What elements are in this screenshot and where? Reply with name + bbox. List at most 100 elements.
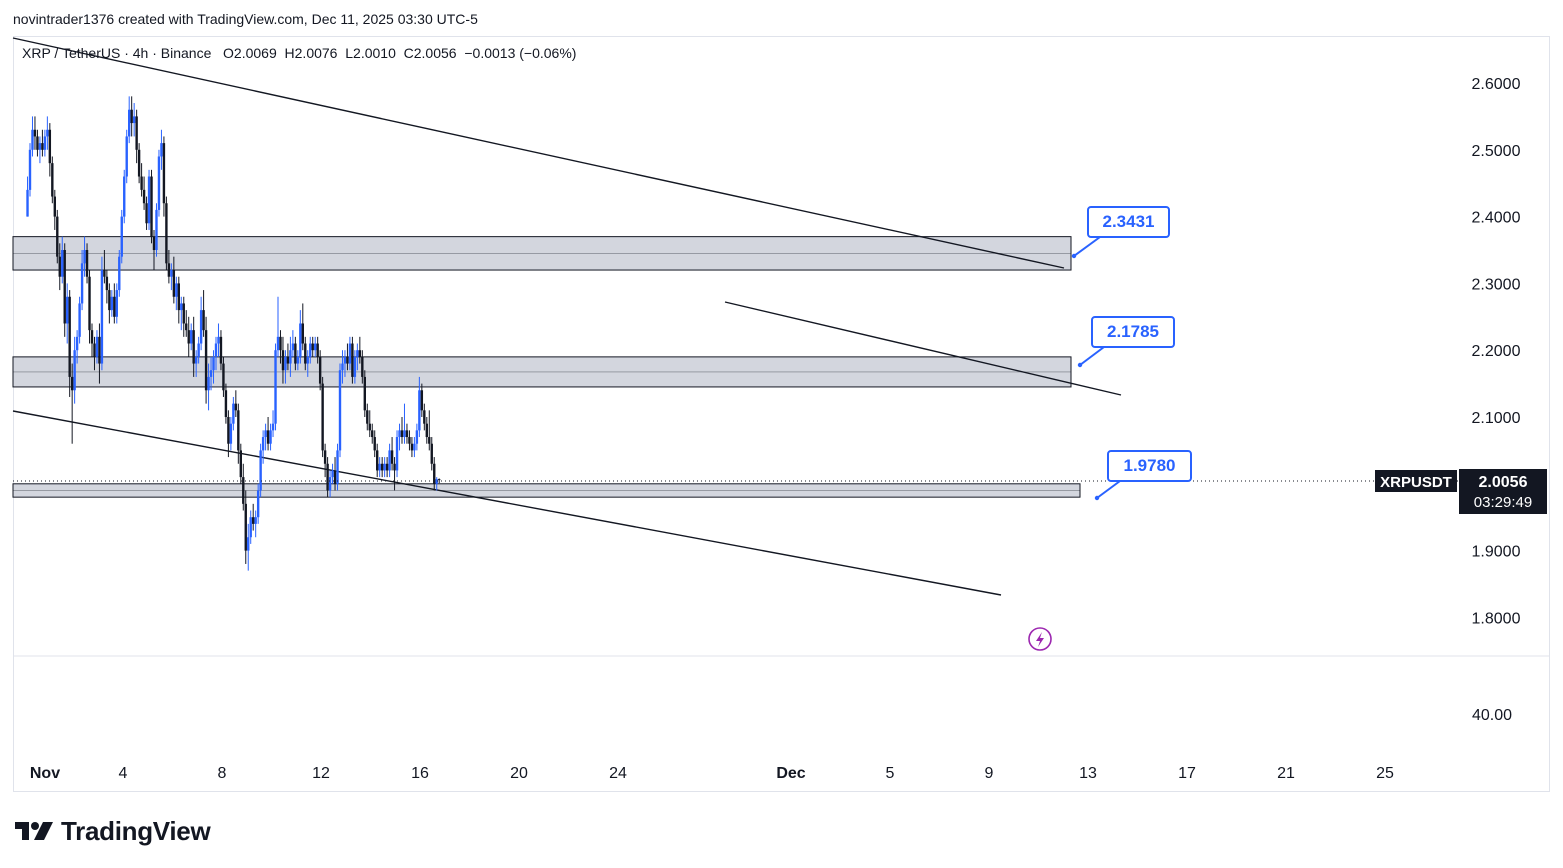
candle-body (256, 490, 260, 518)
candle-body (405, 430, 409, 438)
candle-body (291, 343, 295, 351)
candle (182, 296, 185, 337)
trendline-inner-resistance[interactable] (724, 301, 1122, 396)
candle-body (66, 296, 69, 324)
callout-label: 1.9780 (1124, 456, 1176, 475)
candle-body (428, 437, 431, 444)
candle (331, 463, 334, 484)
chart-frame (13, 36, 1550, 792)
candles (26, 96, 441, 571)
candle (170, 263, 173, 291)
candle (132, 103, 136, 137)
candle (123, 169, 126, 224)
candle-body (311, 343, 314, 351)
candle-body (95, 336, 99, 357)
candle-body (232, 403, 235, 424)
candle-body (170, 270, 173, 277)
price-tick: 2.6000 (1472, 76, 1521, 93)
candle (348, 336, 352, 371)
candle (115, 283, 118, 324)
candle (430, 437, 433, 471)
candle (405, 423, 409, 444)
candle-body (135, 116, 138, 150)
candle (80, 250, 84, 311)
trendline-upper-channel[interactable] (12, 37, 1065, 269)
candle (51, 156, 54, 204)
price-callout-2.1785[interactable]: 2.1785 (1077, 316, 1175, 368)
candle (376, 443, 379, 478)
candle (321, 376, 324, 458)
candle-body (266, 430, 270, 444)
candle (279, 330, 282, 364)
candle-body (26, 189, 29, 217)
candle (58, 243, 61, 291)
candle-body (281, 350, 285, 371)
candle-body (70, 376, 74, 391)
candle-body (36, 136, 39, 150)
candle-body (373, 437, 376, 451)
candle (95, 330, 99, 364)
tradingview-logo[interactable]: TradingView (15, 815, 211, 847)
candle-body (393, 463, 396, 471)
candle (346, 343, 349, 371)
candle (276, 296, 280, 357)
candle-body (385, 463, 389, 471)
candle (333, 457, 337, 491)
candle-body (361, 356, 364, 377)
candle (120, 209, 123, 264)
candle-body (318, 356, 322, 384)
candle-body (363, 376, 366, 411)
candle-body (383, 463, 386, 471)
candle-body (244, 503, 247, 551)
candle-body (321, 383, 324, 451)
callout-pointer (1073, 236, 1101, 257)
candle (366, 403, 369, 431)
candle-body (33, 129, 37, 137)
candle (90, 323, 94, 357)
price-callout-2.3431[interactable]: 2.3431 (1071, 206, 1170, 259)
candle (393, 457, 396, 491)
candle-body (182, 303, 185, 324)
candle-body (190, 330, 193, 344)
candle (383, 457, 386, 478)
candle (140, 163, 143, 197)
candle-body (177, 283, 180, 311)
trendline-lower-channel[interactable] (12, 410, 1002, 596)
candle (343, 350, 347, 377)
candle-body (110, 296, 114, 311)
price-callout-1.9780[interactable]: 1.9780 (1094, 450, 1192, 501)
candle (294, 336, 297, 371)
time-tick: 17 (1178, 765, 1196, 782)
candle (157, 149, 161, 217)
candle (256, 483, 260, 524)
candle-body (209, 370, 213, 377)
candle (249, 510, 252, 544)
candle (254, 510, 257, 538)
time-tick: 8 (218, 765, 227, 782)
candle-body (88, 276, 91, 331)
candle-body (217, 336, 220, 344)
candle-body (80, 263, 84, 304)
candle-body (150, 176, 153, 237)
candle (323, 443, 327, 478)
candle (48, 123, 52, 177)
candle-body (108, 290, 111, 311)
candle (269, 423, 272, 451)
candle-body (142, 189, 146, 204)
candle-body (254, 517, 257, 524)
candle-body (237, 410, 240, 451)
candle (371, 423, 374, 444)
candle-body (333, 470, 337, 484)
candle (172, 256, 176, 304)
flash-icon[interactable] (1028, 627, 1052, 651)
candle (177, 276, 180, 324)
candle (187, 316, 190, 357)
candle-body (105, 276, 109, 291)
candle-body (239, 450, 242, 478)
candle (199, 296, 203, 351)
candle-body (120, 216, 123, 257)
candle-body (197, 343, 200, 357)
candle (318, 350, 322, 391)
candle-body (31, 129, 34, 150)
